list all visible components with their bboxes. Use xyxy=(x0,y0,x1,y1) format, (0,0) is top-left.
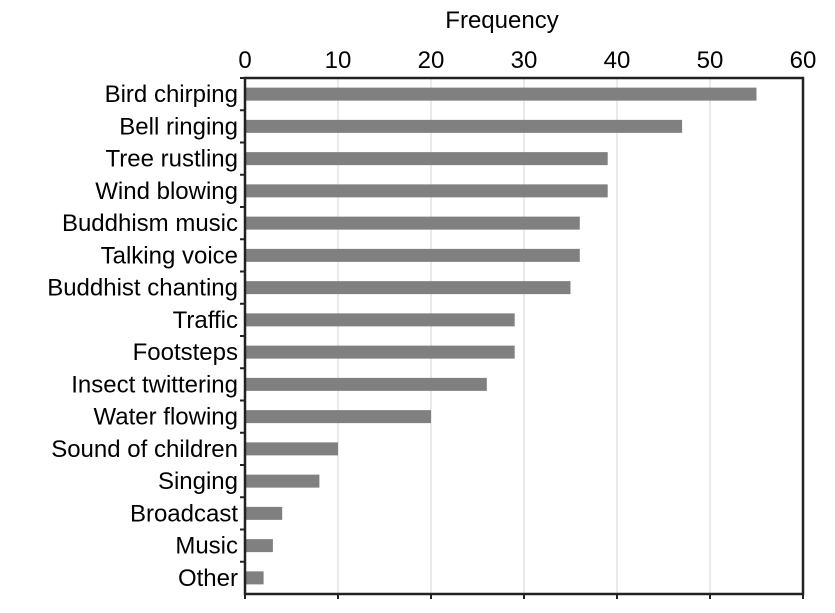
bar-talking-voice xyxy=(245,248,580,262)
category-label: Water flowing xyxy=(94,404,239,431)
x-tick-label: 60 xyxy=(790,47,817,74)
category-label: Sound of children xyxy=(51,436,238,463)
x-tick-label: 30 xyxy=(511,47,538,74)
x-tick-label: 10 xyxy=(325,47,352,74)
bar-footsteps xyxy=(245,345,515,359)
bar-broadcast xyxy=(245,506,283,520)
bar-tree-rustling xyxy=(245,152,608,166)
category-label: Singing xyxy=(158,468,238,495)
x-axis-ticks: 0 10 20 30 40 50 60 xyxy=(238,47,816,599)
bar-other xyxy=(245,571,264,585)
bar-bell-ringing xyxy=(245,119,683,133)
bars xyxy=(245,87,757,585)
bar-water-flowing xyxy=(245,410,431,424)
category-label: Buddhist chanting xyxy=(47,275,238,302)
bar-buddhist-chanting xyxy=(245,281,571,295)
bar-buddhism-music xyxy=(245,216,580,230)
bar-bird-chirping xyxy=(245,87,757,101)
category-label: Footsteps xyxy=(133,339,238,366)
category-label: Music xyxy=(175,533,238,560)
bar-music xyxy=(245,539,273,553)
category-labels: Bird chirping Bell ringing Tree rustling Wi… xyxy=(47,77,245,592)
category-label: Bell ringing xyxy=(119,113,238,140)
x-tick-label: 40 xyxy=(604,47,631,74)
bar-sound-of-children xyxy=(245,442,338,456)
category-label: Insect twittering xyxy=(71,371,238,398)
category-label: Other xyxy=(178,565,238,592)
category-label: Broadcast xyxy=(130,500,238,527)
bar-wind-blowing xyxy=(245,184,608,198)
x-tick-label: 20 xyxy=(418,47,445,74)
bar-traffic xyxy=(245,313,515,327)
x-tick-label: 0 xyxy=(238,47,251,74)
category-label: Wind blowing xyxy=(95,178,238,205)
x-tick-label: 50 xyxy=(697,47,724,74)
x-axis-title: Frequency xyxy=(445,7,558,34)
category-label: Talking voice xyxy=(101,242,238,269)
category-label: Bird chirping xyxy=(105,81,238,108)
bar-insect-twittering xyxy=(245,377,487,391)
bar-singing xyxy=(245,474,320,488)
category-label: Buddhism music xyxy=(62,210,238,237)
category-label: Tree rustling xyxy=(106,146,239,173)
category-label: Traffic xyxy=(173,307,238,334)
